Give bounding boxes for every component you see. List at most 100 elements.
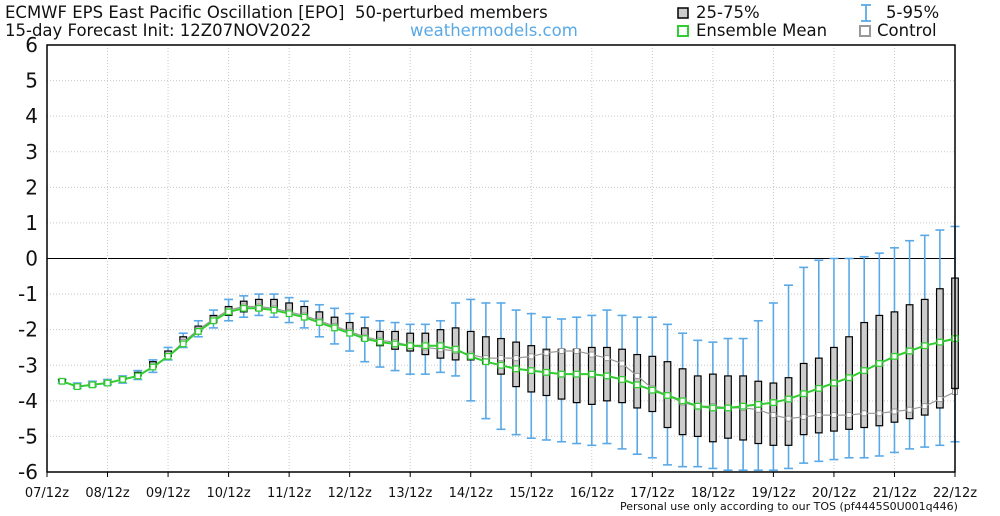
y-tick-label: 3 xyxy=(25,140,38,164)
y-tick-label: 4 xyxy=(25,104,38,128)
control-point xyxy=(513,355,520,362)
x-tick-label: 19/12z xyxy=(751,486,795,501)
mean-point xyxy=(845,374,853,382)
legend-control-mark xyxy=(859,25,871,37)
iqr-box xyxy=(406,332,415,352)
mean-point xyxy=(119,376,127,383)
control-point xyxy=(770,412,777,419)
legend-iqr: 25-75% xyxy=(696,4,760,22)
mean-point xyxy=(88,381,96,389)
mean-point xyxy=(875,360,883,367)
mean-point xyxy=(527,367,535,375)
boxes-25-75 xyxy=(58,277,959,446)
mean-point xyxy=(149,363,157,371)
control-point xyxy=(603,355,610,362)
iqr-box xyxy=(466,330,475,361)
mean-point xyxy=(331,324,338,332)
mean-point xyxy=(512,365,520,373)
mean-point xyxy=(573,370,581,378)
control-point xyxy=(573,348,580,355)
site-link[interactable]: weathermodels.com xyxy=(410,22,578,40)
x-tick-label: 21/12z xyxy=(872,486,916,501)
mean-point xyxy=(694,402,702,410)
x-tick-label: 07/12z xyxy=(25,486,69,501)
mean-point xyxy=(724,404,732,412)
iqr-box xyxy=(648,355,657,413)
x-tick-label: 09/12z xyxy=(146,486,190,501)
mean-point xyxy=(785,395,792,403)
site-text: weathermodels.com xyxy=(410,21,578,40)
mean-point xyxy=(210,317,217,325)
x-tick-label: 11/12z xyxy=(267,486,311,501)
mean-point xyxy=(58,377,66,385)
y-tick-label: 1 xyxy=(25,211,38,235)
iqr-box xyxy=(845,336,853,430)
tos-text: Personal use only according to our TOS (… xyxy=(620,500,958,513)
mean-point xyxy=(800,390,808,398)
mean-point xyxy=(542,368,550,376)
mean-point xyxy=(936,338,944,346)
mean-point xyxy=(240,304,248,312)
mean-point xyxy=(497,361,505,369)
iqr-box xyxy=(935,288,944,409)
y-tick-label: -4 xyxy=(18,389,38,413)
tos-note: Personal use only according to our TOS (… xyxy=(620,500,958,513)
whiskers-5-95 xyxy=(57,225,960,472)
x-tick-label: 20/12z xyxy=(812,486,856,501)
mean-point xyxy=(194,327,202,335)
iqr-box xyxy=(784,377,793,446)
mean-point xyxy=(225,308,233,316)
series-lines xyxy=(58,303,959,422)
x-tick-label: 16/12z xyxy=(570,486,614,501)
y-tick-label: 0 xyxy=(25,247,38,271)
mean-point xyxy=(815,384,823,392)
mean-point xyxy=(891,352,898,360)
mean-point xyxy=(179,340,187,348)
mean-point xyxy=(346,329,354,337)
control-point xyxy=(634,372,641,379)
title-text: ECMWF EPS East Pacific Oscillation [EPO] xyxy=(5,3,345,22)
iqr-box xyxy=(890,311,899,423)
mean-point xyxy=(603,372,611,380)
legend-range-label: 5-95% xyxy=(886,3,940,22)
mean-point xyxy=(361,335,369,343)
members-text: 50-perturbed members xyxy=(354,3,548,22)
mean-point xyxy=(255,304,263,312)
mean-point xyxy=(830,379,838,387)
x-tick-label: 14/12z xyxy=(449,486,493,501)
x-tick-label: 22/12z xyxy=(933,486,977,501)
x-tick-label: 08/12z xyxy=(85,486,129,501)
mean-point xyxy=(406,342,414,350)
mean-point xyxy=(588,370,596,378)
control-point xyxy=(830,412,837,419)
mean-point xyxy=(769,399,777,407)
iqr-box xyxy=(618,348,626,404)
mean-point xyxy=(664,392,671,399)
mean-point xyxy=(437,342,444,350)
legend-control: Control xyxy=(877,22,937,40)
mean-point xyxy=(739,402,747,410)
legend-iqr-label: 25-75% xyxy=(696,3,760,22)
control-point xyxy=(528,353,535,360)
mean-point xyxy=(648,386,656,394)
control-point xyxy=(876,410,883,417)
mean-point xyxy=(860,367,868,375)
plot-frame xyxy=(46,44,956,473)
y-tick-label: -3 xyxy=(18,353,38,377)
mean-point xyxy=(376,338,384,346)
chart-title: ECMWF EPS East Pacific Oscillation [EPO]… xyxy=(5,4,548,22)
legend-mean-mark xyxy=(677,25,689,37)
mean-point xyxy=(300,313,308,321)
iqr-box xyxy=(830,346,838,432)
control-point xyxy=(543,349,550,356)
x-tick-label: 18/12z xyxy=(691,486,735,501)
iqr-box xyxy=(814,357,823,434)
iqr-box xyxy=(451,327,460,361)
control-point xyxy=(815,412,822,419)
y-tick-label: 6 xyxy=(25,33,38,57)
legend-marks xyxy=(677,4,871,37)
control-point xyxy=(619,360,626,367)
iqr-box xyxy=(633,353,642,409)
iqr-box xyxy=(799,362,808,436)
